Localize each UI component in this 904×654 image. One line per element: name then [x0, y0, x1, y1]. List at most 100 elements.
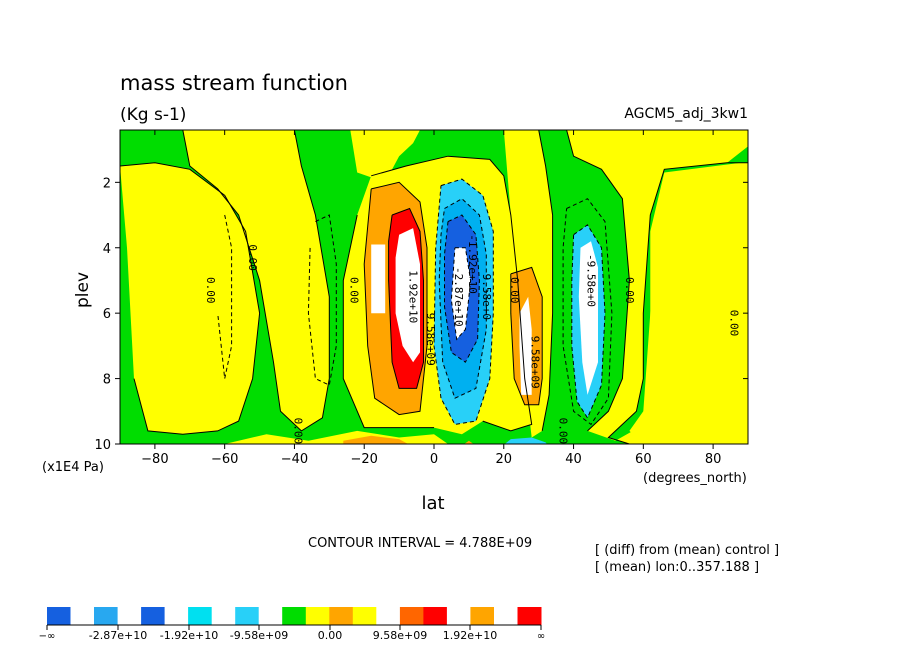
- contour-label-6: 9.58e+09: [424, 313, 437, 366]
- x-tick-label-8: 60: [635, 452, 652, 467]
- y-tick-label-5: 10: [94, 438, 111, 453]
- contour-zero-north-2: [566, 130, 630, 432]
- colorbar-swatch-12: [305, 607, 330, 625]
- colorbar-label-2: -1.92e+10: [160, 629, 218, 642]
- contour-neg-center-3: [444, 214, 480, 363]
- colorbar-label-pos-inf: ∞: [537, 631, 545, 642]
- yellow-region-south-lower: [120, 162, 260, 435]
- contour-label-12: 0.00: [557, 418, 570, 445]
- colorbar-swatch-1: [47, 607, 71, 625]
- colorbar-swatch-4: [117, 607, 142, 625]
- contour-label-3: 0.00: [347, 277, 360, 304]
- contour-neg-center-2: [438, 198, 487, 399]
- orange-bottom-patch-2: [464, 440, 474, 444]
- colorbar-swatch-17: [423, 607, 448, 625]
- colorbar-swatch-16: [399, 607, 424, 625]
- contour-label-2: 0.00: [246, 244, 259, 271]
- blue-bottom-patch: [504, 437, 547, 444]
- contour-pos-north-1: [510, 266, 543, 406]
- info-line-1: [ (diff) from (mean) control ]: [595, 543, 779, 558]
- y-axis-label: plev: [73, 272, 93, 308]
- contour-lines: [120, 130, 748, 444]
- plot-area: 0.00 0.00 0.00 0.00 1.92e+10 9.58e+09 -2.87e+1…: [120, 130, 748, 444]
- contour-zero-east: [607, 162, 748, 444]
- dataset-name: AGCM5_adj_3kw1: [624, 106, 748, 122]
- colorbar-swatch-20: [494, 607, 518, 625]
- white-patch-south-left: [371, 244, 386, 314]
- colorbar-swatch-13: [329, 607, 354, 625]
- contour-pos-south-1: [342, 214, 434, 429]
- colorbar-swatch-19: [470, 607, 495, 625]
- colorbar-label-5: 9.58e+09: [373, 629, 427, 642]
- colorbar: [46, 607, 542, 630]
- colorbar-swatch-15: [376, 607, 401, 625]
- colorbar-swatch-21: [517, 607, 542, 625]
- contour-label-15: 0.00: [728, 310, 741, 337]
- x-axis-units: (degrees_north): [643, 471, 747, 486]
- contour-label-8: -1.92e+10: [466, 234, 479, 294]
- contour-neg-north-1: [562, 198, 613, 426]
- colorbar-swatch-2: [70, 607, 95, 625]
- x-tick-label-5: 0: [430, 452, 438, 467]
- colorbar-swatch-11: [282, 607, 307, 625]
- x-axis-label: lat: [421, 493, 444, 514]
- colorbar-swatch-5: [141, 607, 166, 625]
- contour-label-9: 9.58e+0: [480, 274, 493, 320]
- white-core-north-east: [578, 241, 598, 395]
- x-tick-label-3: −40: [281, 452, 308, 467]
- contour-pos-south-3: [388, 207, 424, 389]
- contour-neg-center-4: [450, 247, 472, 341]
- chart-units: (Kg s-1): [120, 105, 186, 125]
- colorbar-label-1: -2.87e+10: [89, 629, 147, 642]
- colorbar-swatch-10: [258, 607, 283, 625]
- info-line-2: [ (mean) lon:0..357.188 ]: [595, 560, 759, 575]
- colorbar-label-4: 0.00: [318, 629, 343, 642]
- x-axis: −80 −60 −40 −20 0 20 40 60 80: [141, 130, 721, 467]
- x-tick-label-1: −80: [141, 452, 168, 467]
- contour-label-11: 9.58e+09: [529, 336, 542, 389]
- contour-label-10: 0.00: [508, 277, 521, 304]
- contour-zero-center: [371, 155, 533, 432]
- white-core-north: [519, 296, 532, 395]
- colorbar-swatch-18: [446, 607, 471, 625]
- x-tick-label-4: −20: [351, 452, 378, 467]
- contour-label-13: -9.58e+0: [585, 254, 598, 307]
- colorbar-swatch-8: [211, 607, 236, 625]
- contour-interval: CONTOUR INTERVAL = 4.788E+09: [308, 536, 532, 551]
- colorbar-swatch-3: [94, 607, 118, 625]
- colorbar-swatch-7: [188, 607, 213, 625]
- chart-title: mass stream function: [120, 71, 348, 95]
- x-tick-label-9: 80: [705, 452, 722, 467]
- y-axis-scale-note: (x1E4 Pa): [42, 460, 104, 475]
- colorbar-swatch-9: [235, 607, 260, 625]
- contour-neg-center-1: [433, 178, 494, 425]
- contour-neg-south-west-2: [217, 214, 233, 379]
- y-tick-label-3: 6: [103, 307, 111, 322]
- y-tick-label-4: 8: [103, 373, 111, 388]
- contour-labels: 0.00 0.00 0.00 0.00 1.92e+10 9.58e+09 -2.87e+1…: [204, 234, 740, 444]
- yellow-region-south-west: [120, 130, 420, 431]
- contour-label-1: 0.00: [204, 277, 217, 304]
- contour-label-7: -2.87e+10: [452, 267, 465, 327]
- y-tick-label-1: 2: [103, 176, 111, 191]
- colorbar-label-3: -9.58e+09: [230, 629, 288, 642]
- colorbar-label-6: 1.92e+10: [443, 629, 497, 642]
- contour-zero-south-2: [120, 162, 261, 435]
- y-axis: 2 4 6 8 10: [94, 176, 748, 453]
- y-tick-label-2: 4: [103, 242, 111, 257]
- x-tick-label-6: 20: [496, 452, 513, 467]
- orange-bottom-patch: [343, 435, 409, 444]
- x-tick-label-7: 40: [565, 452, 582, 467]
- contour-neg-north-2: [571, 224, 606, 419]
- x-tick-label-2: −60: [211, 452, 238, 467]
- colorbar-labels: −∞ -2.87e+10 -1.92e+10 -9.58e+09 0.00 9.…: [39, 629, 546, 642]
- colorbar-label-neg-inf: −∞: [39, 631, 56, 642]
- colorbar-swatch-6: [164, 607, 189, 625]
- colorbar-swatch-14: [352, 607, 377, 625]
- contour-label-5: 1.92e+10: [407, 270, 420, 323]
- white-core-center: [451, 247, 471, 340]
- contour-pos-south-2: [363, 181, 428, 416]
- contour-label-14: 0.00: [623, 277, 636, 304]
- yellow-region-east-band: [629, 162, 748, 444]
